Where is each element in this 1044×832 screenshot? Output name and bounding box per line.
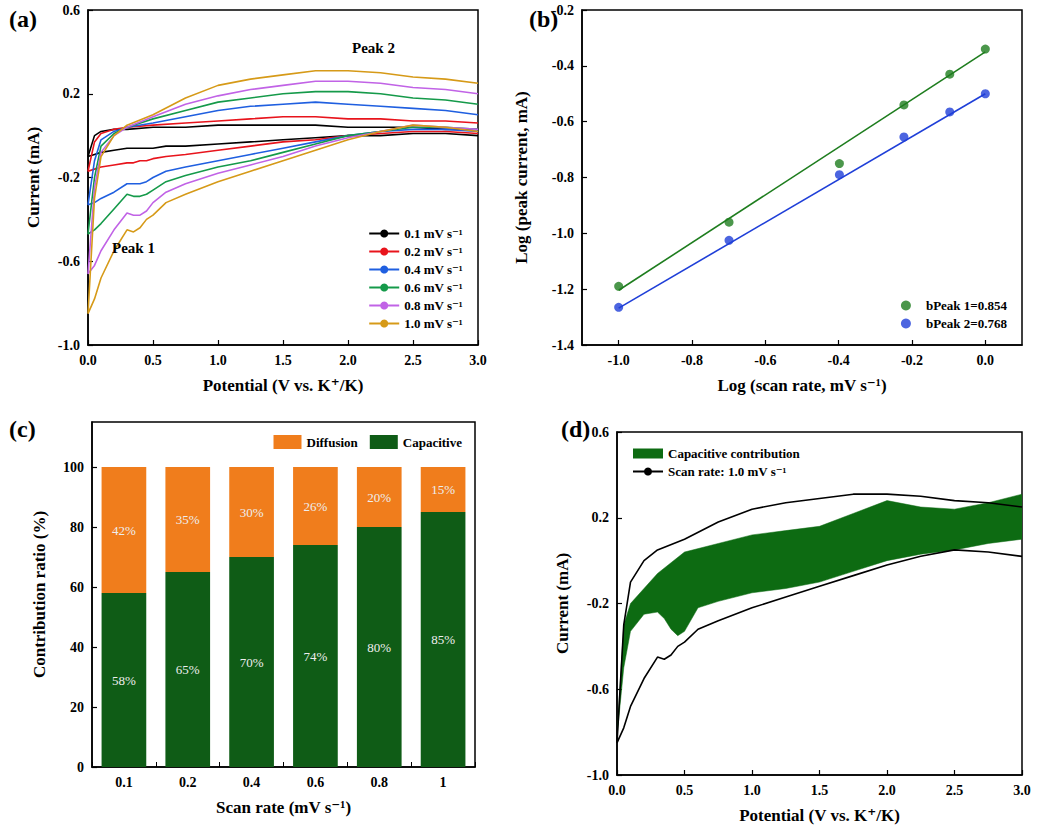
svg-text:-1.2: -1.2	[552, 282, 574, 297]
svg-text:1.0: 1.0	[743, 783, 761, 798]
svg-text:1.0 mV s⁻¹: 1.0 mV s⁻¹	[404, 316, 463, 331]
svg-text:-1.0: -1.0	[587, 768, 609, 783]
svg-text:-1.4: -1.4	[552, 338, 574, 353]
svg-text:-0.2: -0.2	[587, 596, 609, 611]
svg-text:(c): (c)	[9, 416, 36, 442]
svg-text:35%: 35%	[176, 512, 200, 527]
svg-text:80%: 80%	[367, 640, 391, 655]
svg-text:-1.0: -1.0	[608, 353, 630, 368]
svg-text:Contribution ratio (%): Contribution ratio (%)	[30, 511, 49, 678]
svg-text:Peak 2: Peak 2	[352, 40, 395, 56]
svg-text:-0.6: -0.6	[552, 114, 574, 129]
svg-text:20%: 20%	[367, 490, 391, 505]
svg-text:100: 100	[63, 460, 84, 475]
svg-text:0.4: 0.4	[243, 775, 261, 790]
svg-text:26%: 26%	[303, 499, 327, 514]
svg-text:-0.4: -0.4	[552, 58, 574, 73]
svg-text:Current (mA): Current (mA)	[553, 553, 572, 654]
svg-text:-1.0: -1.0	[552, 226, 574, 241]
svg-text:3.0: 3.0	[469, 353, 487, 368]
svg-text:1.0: 1.0	[209, 353, 227, 368]
svg-text:-0.4: -0.4	[828, 353, 850, 368]
svg-text:Potential (V vs. K⁺/K): Potential (V vs. K⁺/K)	[203, 376, 364, 395]
svg-text:0.6: 0.6	[592, 425, 610, 440]
svg-text:0.0: 0.0	[608, 783, 626, 798]
svg-text:-0.8: -0.8	[681, 353, 703, 368]
svg-text:Scan rate: 1.0 mV s⁻¹: Scan rate: 1.0 mV s⁻¹	[668, 464, 787, 479]
svg-text:bPeak 1=0.854: bPeak 1=0.854	[926, 298, 1008, 313]
svg-text:0.2 mV s⁻¹: 0.2 mV s⁻¹	[404, 244, 463, 259]
svg-text:0: 0	[77, 760, 84, 775]
svg-text:Potential (V vs. K⁺/K): Potential (V vs. K⁺/K)	[739, 806, 900, 825]
svg-text:0.8 mV s⁻¹: 0.8 mV s⁻¹	[404, 298, 463, 313]
svg-text:-0.2: -0.2	[58, 170, 80, 185]
svg-text:65%: 65%	[176, 662, 200, 677]
svg-text:Capacitive contribution: Capacitive contribution	[668, 446, 801, 461]
svg-text:30%: 30%	[240, 505, 264, 520]
svg-text:Scan rate (mV s⁻¹): Scan rate (mV s⁻¹)	[216, 798, 351, 817]
svg-text:(a): (a)	[9, 6, 37, 32]
svg-text:Log (peak current, mA): Log (peak current, mA)	[512, 91, 531, 264]
svg-text:Capacitive: Capacitive	[403, 435, 462, 450]
svg-text:40: 40	[70, 640, 84, 655]
svg-text:-0.6: -0.6	[58, 254, 80, 269]
svg-text:bPeak 2=0.768: bPeak 2=0.768	[926, 316, 1008, 331]
svg-text:-0.2: -0.2	[551, 2, 574, 18]
svg-text:2.5: 2.5	[404, 353, 422, 368]
svg-text:-0.6: -0.6	[754, 353, 776, 368]
svg-text:-0.2: -0.2	[901, 353, 923, 368]
svg-text:1: 1	[440, 775, 447, 790]
svg-text:3.0: 3.0	[1013, 783, 1031, 798]
svg-text:0.1: 0.1	[115, 775, 133, 790]
svg-text:0.2: 0.2	[179, 775, 197, 790]
svg-text:0.8: 0.8	[371, 775, 389, 790]
svg-text:80: 80	[70, 520, 84, 535]
svg-text:0.0: 0.0	[977, 353, 995, 368]
svg-text:85%: 85%	[431, 632, 455, 647]
svg-text:60: 60	[70, 580, 84, 595]
svg-text:0.2: 0.2	[63, 86, 81, 101]
svg-text:2.0: 2.0	[878, 783, 896, 798]
svg-text:58%: 58%	[112, 673, 136, 688]
svg-text:70%: 70%	[240, 655, 264, 670]
svg-text:0.0: 0.0	[79, 353, 97, 368]
svg-text:0.4 mV s⁻¹: 0.4 mV s⁻¹	[404, 262, 463, 277]
svg-text:0.2: 0.2	[592, 510, 610, 525]
svg-text:0.5: 0.5	[144, 353, 162, 368]
svg-text:0.6 mV s⁻¹: 0.6 mV s⁻¹	[404, 280, 463, 295]
svg-text:Log (scan rate, mV s⁻¹): Log (scan rate, mV s⁻¹)	[717, 376, 886, 395]
svg-text:Diffusion: Diffusion	[307, 435, 359, 450]
svg-text:-0.6: -0.6	[587, 682, 609, 697]
svg-text:15%: 15%	[431, 482, 455, 497]
svg-text:(d): (d)	[561, 416, 590, 442]
svg-text:20: 20	[70, 700, 84, 715]
svg-text:2.5: 2.5	[946, 783, 964, 798]
svg-text:74%: 74%	[303, 649, 327, 664]
svg-text:1.5: 1.5	[274, 353, 292, 368]
svg-text:42%: 42%	[112, 523, 136, 538]
svg-text:Current (mA): Current (mA)	[24, 127, 43, 228]
svg-text:1.5: 1.5	[811, 783, 829, 798]
svg-text:0.5: 0.5	[676, 783, 694, 798]
svg-text:0.6: 0.6	[307, 775, 325, 790]
svg-text:-0.8: -0.8	[552, 170, 574, 185]
svg-text:0.6: 0.6	[63, 3, 81, 18]
svg-text:2.0: 2.0	[339, 353, 357, 368]
svg-text:Peak 1: Peak 1	[112, 240, 155, 256]
svg-text:-1.0: -1.0	[58, 338, 80, 353]
svg-text:0.1 mV s⁻¹: 0.1 mV s⁻¹	[404, 226, 463, 241]
svg-text:(b): (b)	[529, 6, 558, 32]
